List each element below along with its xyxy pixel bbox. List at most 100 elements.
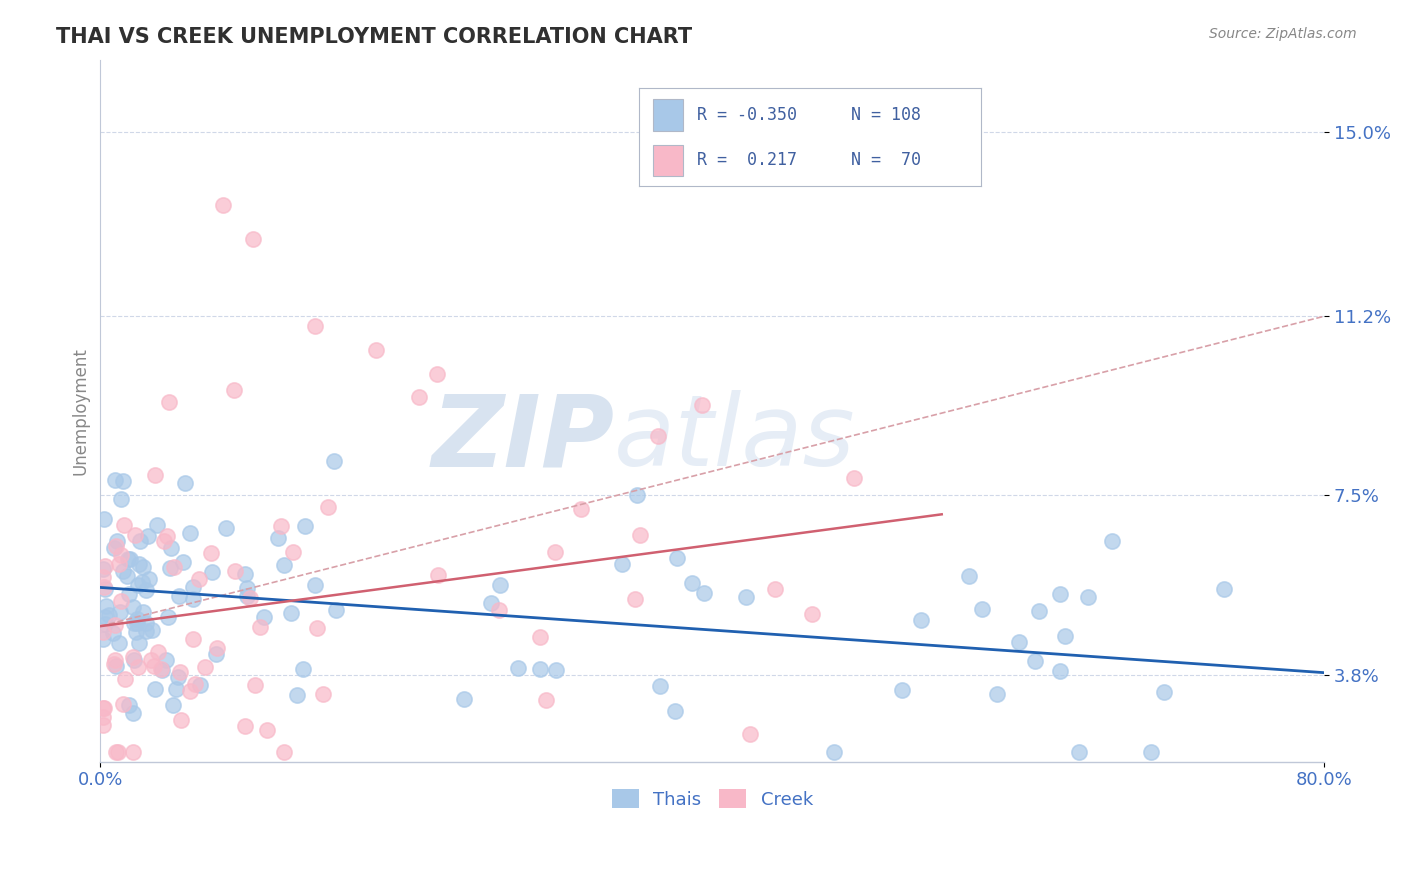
Point [325,602,347,616]
Point [93,700,115,714]
Y-axis label: Unemployment: Unemployment [72,347,89,475]
Point [156,529,179,543]
Point [200,546,222,560]
Point [1049,587,1071,601]
Point [93,717,115,731]
Point [184,676,207,690]
Point [174,476,197,491]
Point [127,615,149,630]
Point [98,608,121,623]
Point [187,572,209,586]
Point [121,650,143,665]
Point [153,533,176,548]
Point [292,662,315,676]
Point [170,713,193,727]
Point [122,706,145,720]
Point [96,599,118,613]
Point [681,575,703,590]
Point [508,661,530,675]
Point [233,567,256,582]
Point [1212,582,1234,596]
Point [103,657,125,672]
Point [280,606,302,620]
Point [193,660,215,674]
Point [104,540,127,554]
Point [201,566,224,580]
Point [256,723,278,738]
Point [93,710,115,724]
Point [104,653,127,667]
Point [253,610,276,624]
Text: ZIP: ZIP [432,391,614,487]
Point [141,623,163,637]
Point [117,551,139,566]
Point [273,558,295,572]
Point [112,697,135,711]
Point [626,488,648,502]
Point [235,719,257,733]
Point [207,640,229,655]
Point [136,529,159,543]
Point [957,569,980,583]
Point [111,474,134,488]
Point [131,575,153,590]
Point [204,647,226,661]
Point [273,745,295,759]
Point [165,682,187,697]
Point [150,662,173,676]
Point [489,578,512,592]
Point [138,572,160,586]
Point [1053,629,1076,643]
Point [135,615,157,630]
Point [167,590,190,604]
Point [647,429,669,443]
Point [112,564,135,578]
Point [112,517,135,532]
Point [408,391,430,405]
Point [1077,590,1099,604]
Point [110,549,132,563]
Point [183,632,205,646]
Point [488,602,510,616]
Point [245,678,267,692]
Point [105,533,128,548]
Point [135,582,157,597]
Point [322,454,344,468]
Point [108,557,131,571]
Point [179,526,201,541]
Point [249,620,271,634]
Point [132,605,155,619]
Point [93,570,115,584]
Point [285,689,308,703]
Point [628,528,651,542]
Text: atlas: atlas [614,391,856,487]
Point [122,599,145,614]
Point [801,607,824,621]
Point [105,745,128,759]
Text: Source: ZipAtlas.com: Source: ZipAtlas.com [1209,27,1357,41]
Point [115,569,138,583]
Point [93,701,115,715]
Point [692,586,714,600]
Point [143,468,166,483]
Point [891,683,914,698]
Point [122,745,145,759]
Point [666,550,689,565]
Point [163,559,186,574]
Point [215,521,238,535]
Point [127,612,149,626]
Point [114,672,136,686]
Point [143,682,166,697]
Point [364,343,387,358]
Point [529,630,551,644]
Point [544,663,567,677]
Point [188,678,211,692]
Point [624,592,647,607]
Point [738,726,761,740]
Point [145,517,167,532]
Point [172,555,194,569]
Point [93,512,115,526]
Point [270,519,292,533]
Point [1140,745,1163,759]
Point [1024,654,1046,668]
